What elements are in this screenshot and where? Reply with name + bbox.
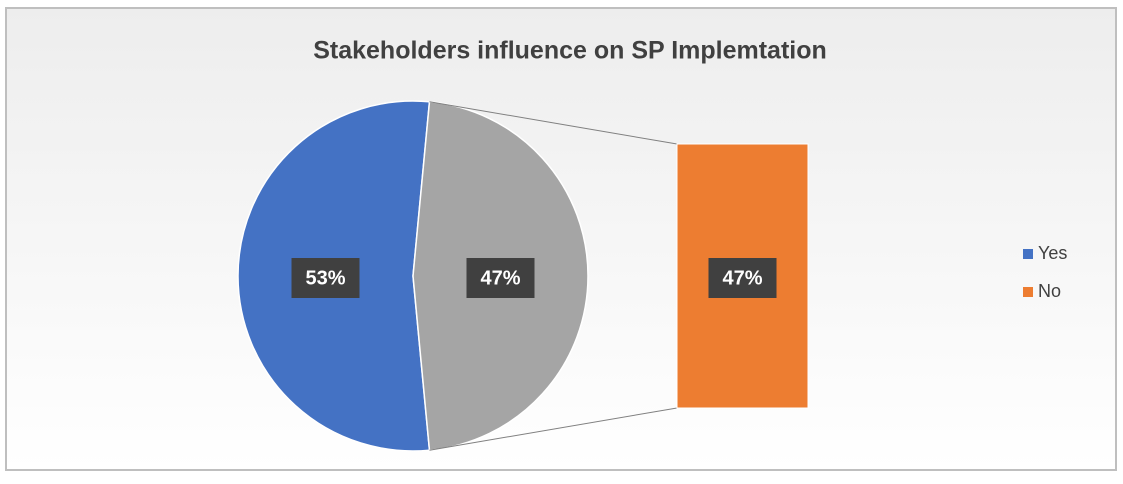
data-label-box bbox=[708, 258, 777, 298]
data-label: 47% bbox=[480, 267, 520, 289]
legend-label: No bbox=[1038, 281, 1061, 301]
connector bbox=[429, 101, 678, 145]
legend-label: Yes bbox=[1038, 243, 1067, 263]
legend-swatch bbox=[1023, 287, 1033, 297]
legend-swatch bbox=[1023, 249, 1033, 259]
chart-title: Stakeholders influence on SP Implemtatio… bbox=[313, 37, 827, 65]
connector bbox=[429, 407, 678, 451]
data-label-box bbox=[466, 258, 535, 298]
data-label-box bbox=[291, 258, 360, 298]
data-label: 53% bbox=[305, 267, 345, 289]
data-label: 47% bbox=[722, 267, 762, 289]
